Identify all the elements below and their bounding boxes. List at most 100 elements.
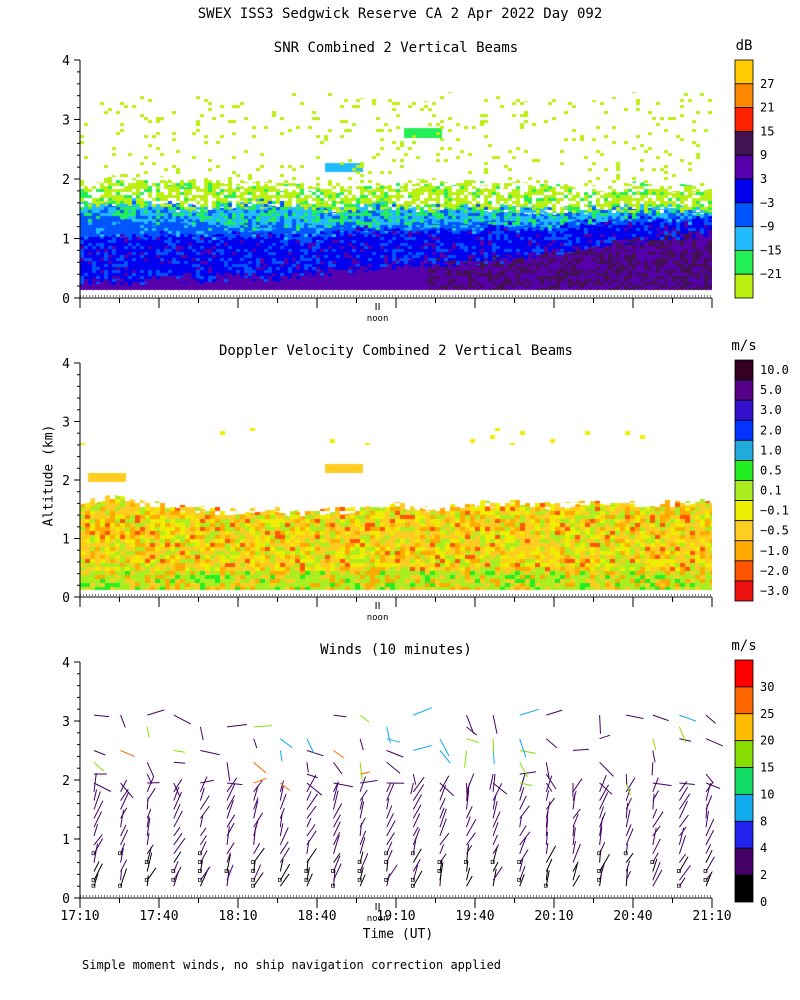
wind-barb	[146, 726, 150, 738]
wind-barb	[253, 777, 267, 784]
wind-barb	[705, 829, 715, 846]
wind-barb	[625, 782, 631, 796]
wind-barb	[545, 790, 550, 801]
colorbar-label: 10.0	[760, 363, 789, 377]
wind-barb	[679, 714, 697, 722]
wind-barb	[705, 856, 715, 872]
wind-barb	[492, 783, 503, 801]
wind-barb	[545, 738, 558, 749]
wind-barb	[306, 791, 312, 801]
wind-barb	[412, 813, 421, 828]
wind-barb	[386, 820, 396, 837]
colorbar-label: 2	[760, 868, 767, 882]
wind-barb	[489, 773, 494, 790]
wind-barb	[333, 750, 345, 759]
wind-barb	[545, 782, 553, 792]
wind-barb	[625, 828, 634, 846]
snr-heatmap	[80, 60, 712, 298]
wind-barb	[226, 782, 243, 786]
calm-marker	[251, 869, 256, 873]
wind-barb	[625, 774, 628, 785]
wind-barb	[466, 844, 473, 855]
wind-barb	[386, 873, 390, 887]
wind-barb	[120, 848, 124, 863]
calm-marker	[251, 883, 256, 888]
colorbar-label: 10	[760, 787, 774, 801]
wind-barb	[93, 800, 104, 819]
colorbar-label: −0.1	[760, 504, 789, 518]
wind-barb	[492, 795, 497, 810]
wind-barb	[146, 818, 151, 837]
wind-barb	[360, 780, 378, 784]
wind-barb	[466, 782, 468, 802]
colorbar-label: 9	[760, 148, 767, 162]
colorbar-swatch	[734, 419, 754, 441]
wind-barb	[333, 781, 339, 801]
y-tick-label: 4	[62, 656, 70, 671]
calm-marker	[384, 877, 389, 882]
wind-barb	[519, 816, 522, 828]
wind-barb	[412, 864, 419, 881]
wind-barb	[226, 852, 231, 863]
wind-barb	[333, 853, 341, 863]
wind-barb	[519, 773, 526, 792]
wind-barb	[492, 861, 499, 872]
wind-barb	[705, 818, 715, 837]
y-tick-label: 0	[62, 591, 70, 606]
colorbar-label: −1.0	[760, 544, 789, 558]
y-tick-label: 4	[62, 357, 70, 372]
wind-barb	[253, 780, 263, 793]
calm-marker	[144, 877, 149, 882]
wind-barb	[678, 793, 691, 810]
wind-barb	[652, 738, 657, 750]
wind-barb	[679, 738, 692, 742]
wind-barb	[93, 773, 97, 792]
wind-barb	[678, 826, 687, 837]
wind-barb	[359, 837, 366, 854]
wind-barb	[93, 834, 103, 846]
colorbar-label: 21	[760, 101, 774, 115]
colorbar-label: 5.0	[760, 383, 782, 397]
wind-barb	[625, 809, 631, 828]
colorbar-swatch	[734, 767, 754, 795]
wind-barb	[93, 761, 105, 772]
wind-barb	[651, 762, 654, 776]
wind-barb	[146, 852, 153, 872]
wind-barb	[93, 791, 101, 810]
wind-barb	[279, 847, 290, 863]
colorbar-swatch	[734, 659, 754, 688]
wind-barb	[519, 762, 529, 778]
wind-barb	[625, 788, 631, 801]
wind-barb	[599, 854, 610, 872]
wind-barb	[599, 826, 603, 845]
colorbar-label: −2.0	[760, 564, 789, 578]
colorbar-swatch	[734, 83, 754, 109]
wind-barb	[333, 803, 343, 819]
wind-barb	[439, 818, 447, 837]
wind-barb	[253, 738, 258, 749]
colorbar-label: −15	[760, 243, 782, 257]
colorbar-label: 0.5	[760, 463, 782, 477]
calm-marker	[517, 877, 522, 882]
wind-barb	[492, 738, 495, 754]
wind-barb	[199, 815, 204, 828]
wind-barb	[572, 840, 576, 854]
wind-barb	[279, 780, 285, 792]
wind-barb	[678, 835, 687, 854]
wind-barb	[279, 785, 284, 801]
wind-barb	[146, 773, 153, 784]
wind-barb	[93, 861, 100, 872]
wind-barb	[173, 778, 183, 793]
wind-barb	[705, 811, 709, 828]
wind-barb	[253, 847, 265, 863]
wind-barb	[678, 853, 687, 863]
calm-marker	[517, 860, 522, 864]
colorbar-swatch	[734, 439, 754, 461]
colorbar-swatch	[734, 202, 754, 228]
colorbar-swatch	[734, 226, 754, 251]
wind-barb	[333, 832, 341, 846]
wind-barb	[306, 773, 318, 779]
wind-barb	[545, 843, 549, 854]
colorbar-label: 1.0	[760, 443, 782, 457]
wind-barb	[253, 843, 261, 855]
